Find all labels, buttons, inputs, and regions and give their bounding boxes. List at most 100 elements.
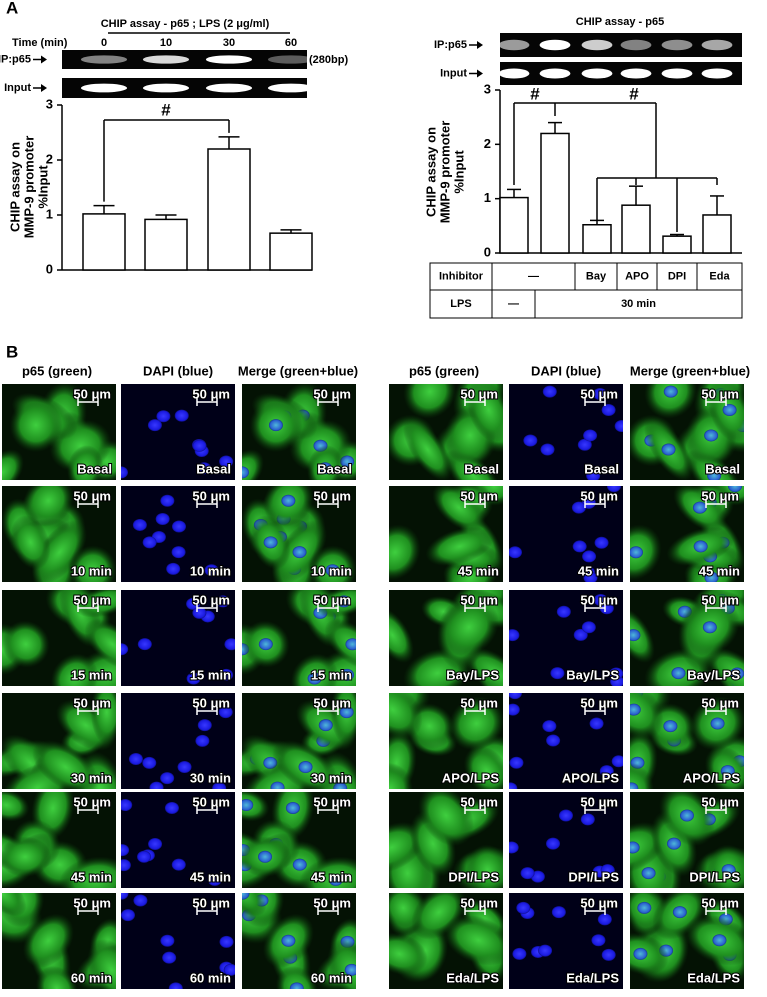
nucleus <box>289 982 304 989</box>
scale-bar <box>317 806 339 814</box>
gel-band <box>498 68 530 79</box>
nucleus <box>270 781 285 789</box>
lane-label: 30 <box>223 37 235 49</box>
gel-band <box>581 39 613 51</box>
condition-label: 30 min <box>71 770 112 785</box>
scale-bar <box>464 707 486 715</box>
micrograph-content <box>509 590 623 686</box>
bar <box>540 132 570 254</box>
scale-bar-label: 50 μm <box>580 592 618 607</box>
micrograph: 50 μm 10 min <box>121 486 235 582</box>
lane-label: 10 <box>160 37 172 49</box>
gel-row-label: IP:p65 <box>434 39 467 51</box>
nucleus <box>242 893 250 900</box>
nucleus <box>542 720 557 733</box>
condition-label: DPI/LPS <box>689 869 740 884</box>
scale-bar-label: 50 μm <box>192 695 230 710</box>
condition-label: 60 min <box>311 970 352 985</box>
scale-bar <box>196 707 218 715</box>
nucleus <box>292 546 307 559</box>
micrograph: 50 μm Bay/LPS <box>389 590 503 686</box>
nucleus <box>721 864 736 877</box>
panel-label: B <box>6 342 18 361</box>
x-axis-label: Time (min) <box>12 37 68 49</box>
scale-bar <box>196 907 218 915</box>
nucleus <box>263 536 278 549</box>
gel-row-label: Input <box>4 82 31 94</box>
nucleus <box>281 934 296 947</box>
cell <box>438 597 499 657</box>
micrograph-content <box>630 384 744 480</box>
cell <box>389 607 414 664</box>
nucleus <box>509 756 524 769</box>
micrograph-content <box>121 486 235 582</box>
scale-bar-label: 50 μm <box>460 895 498 910</box>
micrograph: 50 μm Basal <box>242 384 356 480</box>
nucleus <box>606 486 621 493</box>
scale-bar-label: 50 μm <box>73 488 111 503</box>
condition-label: Eda/LPS <box>687 970 740 985</box>
scale-bar-label: 50 μm <box>580 386 618 401</box>
nucleus <box>630 546 644 559</box>
micrograph: 50 μm 10 min <box>242 486 356 582</box>
scale-bar <box>77 398 99 406</box>
gel-row-label: Input <box>440 67 467 79</box>
scale-bar-label: 50 μm <box>313 794 351 809</box>
condition-label: 60 min <box>71 970 112 985</box>
cell <box>74 590 116 618</box>
nucleus <box>160 772 175 785</box>
condition-label: Basal <box>464 461 499 476</box>
column-header: Merge (green+blue) <box>238 363 358 378</box>
nucleus <box>285 801 300 814</box>
nucleus <box>597 913 612 926</box>
scale-bar <box>464 806 486 814</box>
gel-band <box>205 55 253 64</box>
cell <box>465 844 503 888</box>
micrograph: 50 μm 30 min <box>242 693 356 789</box>
micrograph-content <box>2 486 116 582</box>
micrograph: 50 μm 30 min <box>121 693 235 789</box>
scale-bar <box>705 398 727 406</box>
cell <box>90 693 116 745</box>
micrograph-content <box>509 384 623 480</box>
micrograph: 50 μm 45 min <box>389 486 503 582</box>
y-axis-label: MMP-9 promoter <box>437 121 452 224</box>
scale-bar-label: 50 μm <box>701 488 739 503</box>
nucleus <box>121 643 129 656</box>
nucleus <box>197 719 212 732</box>
condition-label: Basal <box>77 461 112 476</box>
nucleus <box>137 850 152 863</box>
scale-bar <box>464 907 486 915</box>
condition-label: APO/LPS <box>562 770 619 785</box>
gel-band <box>80 55 128 64</box>
condition-label: 10 min <box>190 563 231 578</box>
scale-bar <box>464 500 486 508</box>
gel-band <box>142 55 190 64</box>
nucleus <box>292 858 307 871</box>
cell <box>466 384 503 443</box>
y-axis-label: %Input <box>35 165 50 209</box>
condition-label: 45 min <box>699 563 740 578</box>
scale-bar-label: 50 μm <box>701 386 739 401</box>
nucleus <box>307 672 322 685</box>
micrograph: 50 μm 15 min <box>2 590 116 686</box>
nucleus <box>550 667 565 680</box>
nucleus <box>219 668 234 681</box>
nucleus <box>258 638 273 651</box>
scale-bar-label: 50 μm <box>701 695 739 710</box>
condition-label: DPI/LPS <box>568 869 619 884</box>
nucleus <box>171 858 186 871</box>
cell <box>389 932 428 976</box>
nucleus <box>298 761 313 774</box>
cell <box>463 745 503 789</box>
nucleus <box>268 419 283 432</box>
nucleus <box>121 844 130 857</box>
bar <box>144 218 188 271</box>
condition-label: Eda/LPS <box>446 970 499 985</box>
nucleus <box>546 734 561 747</box>
nucleus <box>704 571 719 582</box>
cell <box>389 762 414 789</box>
condition-label: 10 min <box>311 563 352 578</box>
micrograph-content <box>121 590 235 686</box>
condition-label: 30 min <box>190 770 231 785</box>
